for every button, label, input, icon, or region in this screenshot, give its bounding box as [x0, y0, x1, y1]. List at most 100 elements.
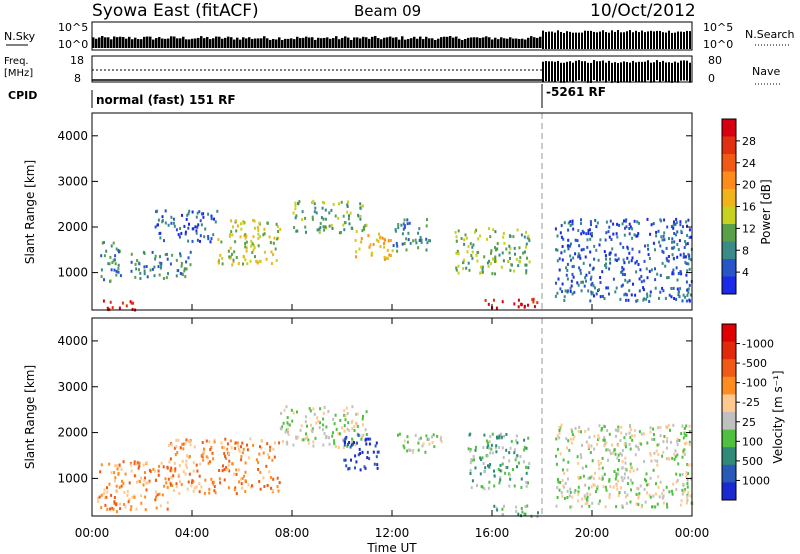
velocity-cell [657, 485, 660, 489]
freq-bar [563, 62, 565, 83]
power-cbar-label: Power [dB] [759, 179, 773, 244]
velocity-cell [100, 493, 103, 497]
velocity-cell [562, 458, 565, 462]
velocity-cell [617, 468, 619, 472]
velocity-cell [176, 451, 179, 455]
velocity-cell [494, 446, 497, 450]
velocity-cell [673, 457, 676, 461]
freq-bar [686, 60, 688, 81]
velocity-cell [523, 512, 526, 516]
power-cell [623, 293, 626, 297]
velocity-cell [603, 438, 606, 442]
power-cell [142, 250, 145, 254]
velocity-cell [653, 451, 656, 455]
nsky-bar [239, 39, 242, 48]
power-cell [688, 228, 691, 232]
nsky-bar [524, 39, 527, 48]
velocity-cell [327, 409, 330, 413]
power-cell [513, 302, 516, 306]
velocity-cell [520, 486, 523, 489]
power-cell [652, 241, 655, 245]
power-cell [614, 253, 617, 257]
power-cell [415, 241, 418, 245]
power-cell [518, 246, 521, 250]
power-cell [379, 245, 382, 249]
velocity-cbar-label: Velocity [m s⁻¹] [771, 370, 785, 463]
velocity-cell [355, 460, 358, 464]
velocity-cell [568, 494, 571, 498]
velocity-cell [577, 492, 580, 496]
nsky-bar [482, 37, 485, 48]
velocity-cell [656, 463, 659, 467]
power-cell [159, 266, 162, 270]
velocity-cell [587, 427, 590, 431]
velocity-cell [600, 427, 603, 430]
cpid-right: -5261 RF [546, 85, 606, 99]
velocity-cell [259, 487, 262, 491]
velocity-cell [601, 475, 604, 479]
power-cell [483, 255, 486, 259]
power-cell [495, 248, 497, 252]
power-cell [397, 226, 400, 230]
power-cell [154, 225, 157, 229]
power-cell [509, 247, 512, 251]
power-cell [355, 250, 358, 254]
power-cell [153, 274, 156, 278]
velocity-cell [135, 507, 138, 511]
power-cell [414, 238, 417, 242]
power-cell [679, 223, 682, 227]
velocity-cell [672, 423, 675, 427]
nsky-bar [95, 38, 98, 48]
velocity-cell [241, 477, 244, 480]
velocity-cell [619, 452, 622, 456]
power-cell [567, 247, 570, 251]
power-cell [137, 261, 140, 265]
power-cell [323, 228, 326, 232]
power-cell [563, 221, 566, 225]
velocity-cell [238, 480, 241, 484]
velocity-cell [602, 485, 605, 489]
nsky-bar [125, 38, 128, 48]
velocity-colorbar-tick-label: 25 [742, 416, 756, 429]
power-cell [658, 296, 660, 300]
power-cell [407, 238, 410, 242]
power-cell [572, 256, 575, 260]
velocity-cell [527, 466, 530, 470]
velocity-cell [325, 425, 328, 429]
velocity-cell [498, 434, 501, 438]
velocity-cell [665, 485, 668, 489]
velocity-cell [570, 505, 573, 508]
velocity-cell [585, 497, 588, 501]
power-cell [482, 270, 484, 274]
velocity-cell [469, 472, 472, 475]
power-cell [219, 253, 222, 257]
power-cell [210, 217, 213, 221]
power-cell [637, 232, 640, 236]
velocity-cell [637, 487, 640, 491]
power-cell [643, 279, 646, 283]
nsearch-bar [557, 30, 559, 49]
nsearch-bar [680, 31, 682, 49]
velocity-cell [604, 442, 607, 446]
power-cell [686, 242, 689, 246]
power-colorbar-segment [722, 224, 736, 242]
velocity-cell [398, 432, 401, 436]
power-cell [677, 291, 680, 295]
velocity-cell [172, 489, 175, 492]
velocity-cell [221, 469, 224, 473]
power-cell [622, 245, 625, 249]
velocity-cell [166, 507, 169, 511]
velocity-cell [137, 479, 140, 483]
velocity-cell [412, 450, 415, 454]
power-cell [244, 245, 247, 249]
power-cell [605, 286, 608, 290]
nsky-bar [437, 38, 440, 48]
nsky-bar [359, 38, 362, 48]
power-cell [164, 253, 167, 257]
velocity-cell [486, 454, 489, 458]
power-cell [689, 235, 692, 239]
nsky-bar [383, 37, 386, 48]
power-cell [244, 258, 247, 262]
velocity-cell [624, 467, 627, 471]
velocity-cell [166, 465, 169, 469]
